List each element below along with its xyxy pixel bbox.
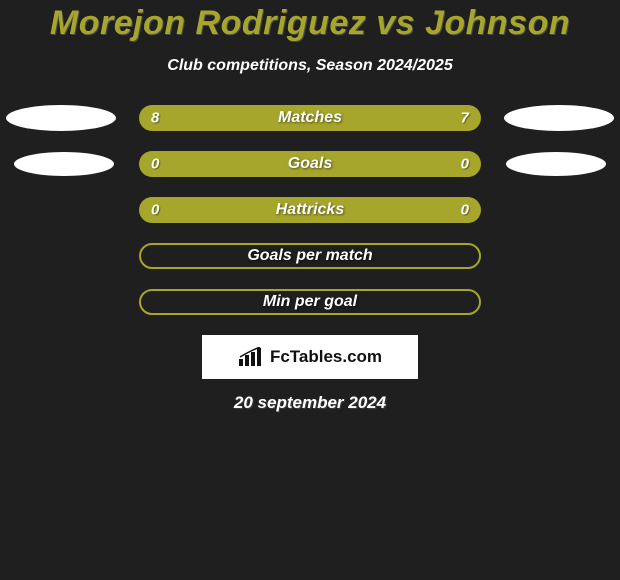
stat-bar: 8 Matches 7 bbox=[139, 105, 481, 131]
stat-left-value: 0 bbox=[151, 156, 159, 173]
stat-right-value: 0 bbox=[461, 156, 469, 173]
stat-left-value: 0 bbox=[151, 202, 159, 219]
stat-left-value: 8 bbox=[151, 110, 159, 127]
stat-bar: Goals per match bbox=[139, 243, 481, 269]
stat-label: Matches bbox=[278, 109, 342, 127]
stat-right-value: 7 bbox=[461, 110, 469, 127]
stat-right-value: 0 bbox=[461, 202, 469, 219]
stat-label: Hattricks bbox=[276, 201, 344, 219]
stat-row: 0 Goals 0 bbox=[0, 151, 620, 177]
branding-badge: FcTables.com bbox=[202, 335, 418, 379]
stat-bar: 0 Goals 0 bbox=[139, 151, 481, 177]
date-label: 20 september 2024 bbox=[0, 393, 620, 413]
stat-bar: 0 Hattricks 0 bbox=[139, 197, 481, 223]
page-title: Morejon Rodriguez vs Johnson bbox=[0, 4, 620, 43]
player-left-marker bbox=[14, 152, 114, 176]
player-left-marker bbox=[6, 105, 116, 131]
stat-label: Goals per match bbox=[247, 247, 372, 265]
player-right-marker bbox=[506, 152, 606, 176]
stat-row: 8 Matches 7 bbox=[0, 105, 620, 131]
player-right-marker bbox=[504, 105, 614, 131]
stat-bar: Min per goal bbox=[139, 289, 481, 315]
season-subtitle: Club competitions, Season 2024/2025 bbox=[0, 57, 620, 75]
stat-label: Goals bbox=[288, 155, 332, 173]
stat-row: 0 Hattricks 0 bbox=[0, 197, 620, 223]
stat-label: Min per goal bbox=[263, 293, 357, 311]
branding-text: FcTables.com bbox=[270, 347, 382, 367]
comparison-card: Morejon Rodriguez vs Johnson Club compet… bbox=[0, 0, 620, 580]
chart-icon bbox=[238, 347, 264, 367]
stat-row: Goals per match bbox=[0, 243, 620, 269]
stat-rows: 8 Matches 7 0 Goals 0 0 Hattricks 0 Goals per mat… bbox=[0, 105, 620, 315]
stat-row: Min per goal bbox=[0, 289, 620, 315]
